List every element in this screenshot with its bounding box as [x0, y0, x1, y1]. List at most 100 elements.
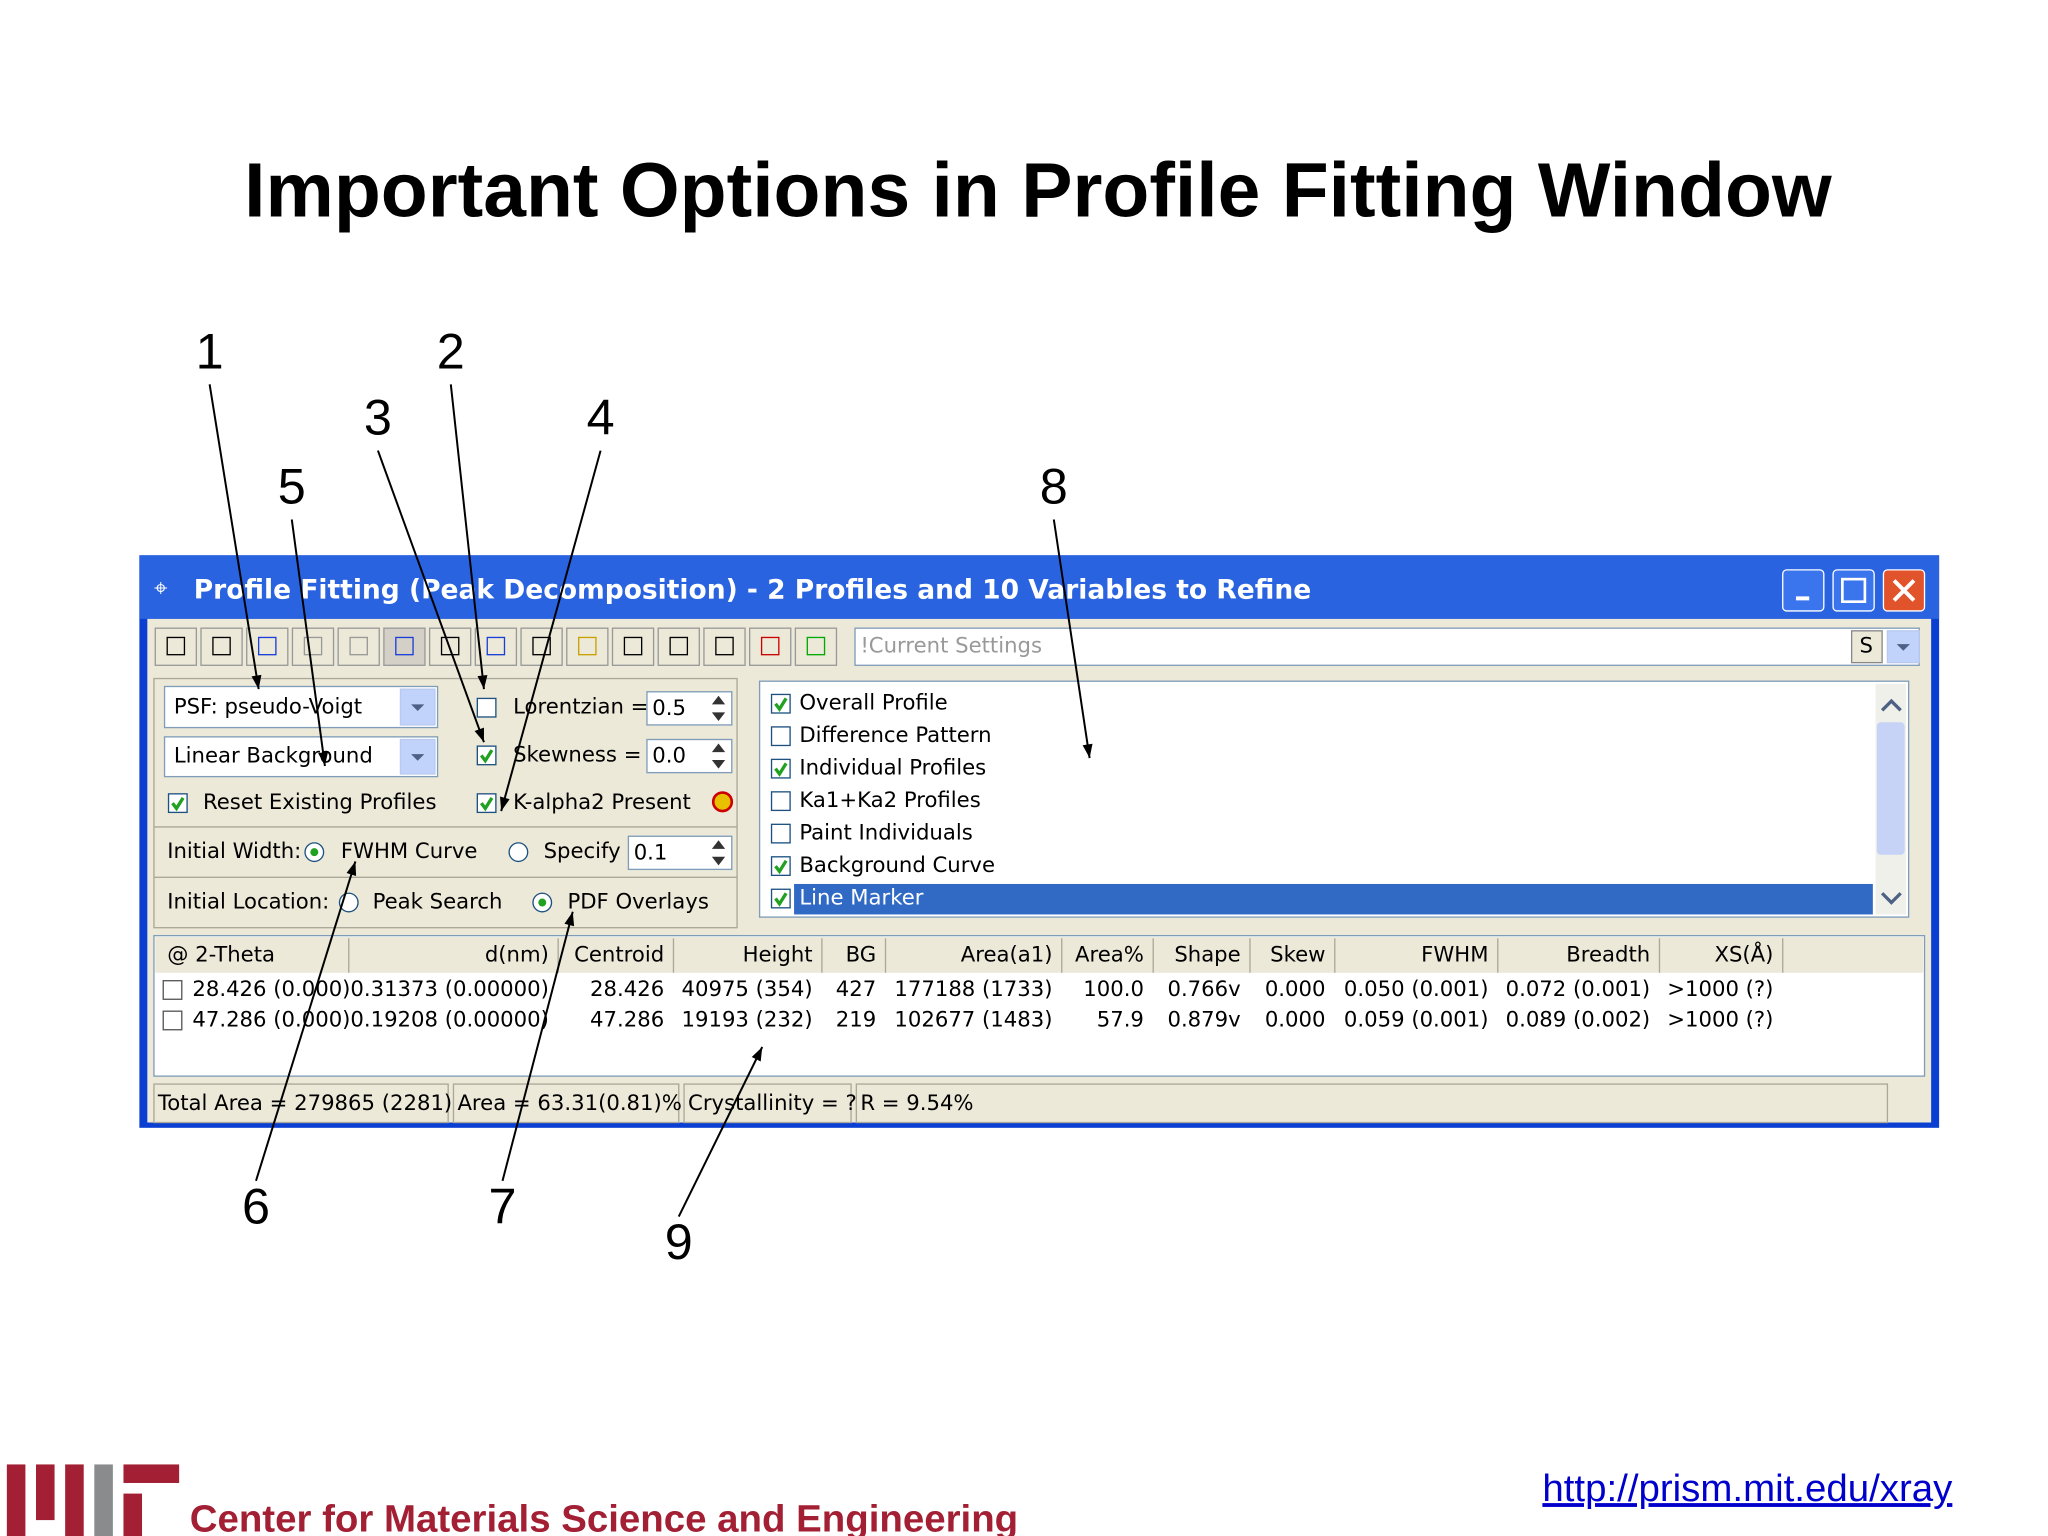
display-option[interactable]: Overall Profile: [799, 690, 947, 715]
callout-arrow: [376, 450, 485, 743]
row-checkbox[interactable]: [162, 980, 183, 1000]
radio[interactable]: [508, 842, 529, 863]
toolbar-icon: [440, 636, 460, 656]
checkbox[interactable]: [770, 823, 791, 844]
toolbar-button[interactable]: [703, 627, 746, 666]
cell: 0.072 (0.001): [1506, 976, 1651, 1001]
scroll-up[interactable]: [1880, 698, 1902, 712]
column-header[interactable]: Area%: [1075, 942, 1144, 967]
column-header[interactable]: Breadth: [1566, 942, 1650, 967]
arrow-head: [474, 727, 484, 743]
callout-arrow: [677, 1046, 764, 1218]
window-icon: ⌖: [154, 574, 168, 602]
column-header[interactable]: d(nm): [485, 942, 549, 967]
status-panel: [683, 1083, 852, 1124]
toolbar-button[interactable]: [566, 627, 609, 666]
background-combo[interactable]: [163, 736, 439, 778]
cell: 0.059 (0.001): [1344, 1006, 1489, 1031]
checkbox[interactable]: [770, 758, 791, 779]
toolbar-icon: [257, 636, 277, 656]
dropdown-button[interactable]: [399, 738, 436, 775]
checkbox[interactable]: [476, 793, 497, 814]
scroll-down[interactable]: [1880, 892, 1902, 905]
column-header[interactable]: Shape: [1174, 942, 1240, 967]
toolbar-icon: [212, 636, 231, 656]
width-option: FWHM Curve: [341, 838, 478, 863]
column-header[interactable]: Centroid: [574, 942, 664, 967]
url-link[interactable]: http://prism.mit.edu/xray: [1542, 1467, 1953, 1510]
column-header[interactable]: BG: [846, 942, 877, 967]
toolbar-button[interactable]: [520, 627, 563, 666]
logo-bar: [123, 1464, 180, 1483]
display-option[interactable]: Ka1+Ka2 Profiles: [799, 787, 980, 812]
dropdown-button[interactable]: [1886, 630, 1920, 664]
checkbox[interactable]: [770, 726, 791, 747]
radio-dot: [538, 898, 547, 907]
width-option: Specify: [544, 838, 621, 863]
toolbar-button[interactable]: [474, 627, 518, 666]
callout-number: 8: [1040, 458, 1068, 515]
column-header[interactable]: @ 2-Theta: [167, 942, 275, 967]
s-button[interactable]: [1850, 630, 1883, 664]
toolbar-button[interactable]: [657, 627, 700, 666]
column-header[interactable]: FWHM: [1421, 942, 1488, 967]
title-bar: [139, 555, 1940, 619]
arrow-head: [564, 911, 575, 927]
arrow-head: [477, 674, 488, 690]
minimize-button[interactable]: [1782, 569, 1825, 612]
cell: 219: [836, 1006, 876, 1031]
kalpha2-icon[interactable]: [711, 791, 734, 813]
cell: 0.000: [1265, 976, 1326, 1001]
check-mark: [774, 697, 788, 712]
arrow-head: [318, 751, 329, 767]
column-header[interactable]: Skew: [1270, 942, 1325, 967]
spin-arrows[interactable]: [711, 695, 726, 721]
spin-arrows[interactable]: [711, 840, 726, 866]
column-header[interactable]: Area(a1): [961, 942, 1053, 967]
cell: 177188 (1733): [894, 976, 1052, 1001]
status-text: Crystallinity = ?: [688, 1090, 857, 1115]
radio-dot: [310, 848, 319, 857]
scroll-thumb[interactable]: [1876, 722, 1905, 855]
display-option[interactable]: Individual Profiles: [799, 755, 986, 780]
toolbar-icon: [532, 636, 551, 656]
toolbar-button[interactable]: [337, 627, 380, 666]
toolbar-button[interactable]: [154, 627, 198, 666]
logo-bar: [6, 1464, 26, 1536]
display-option[interactable]: Difference Pattern: [799, 722, 991, 747]
toolbar-button[interactable]: [246, 627, 289, 666]
column-header[interactable]: Height: [743, 942, 813, 967]
checkbox[interactable]: [476, 697, 497, 718]
cell: 102677 (1483): [894, 1006, 1052, 1031]
toolbar-icon: [806, 636, 826, 656]
display-option[interactable]: Line Marker: [799, 885, 923, 910]
toolbar-button[interactable]: [611, 627, 655, 666]
mit-logo: [6, 1464, 180, 1536]
toolbar-icon: [303, 636, 323, 656]
toolbar-button[interactable]: [200, 627, 243, 666]
maximize-button[interactable]: [1832, 569, 1875, 612]
display-option[interactable]: Paint Individuals: [799, 820, 972, 845]
toolbar-button[interactable]: [291, 627, 335, 666]
checkbox[interactable]: [167, 793, 188, 814]
toolbar-button[interactable]: [794, 627, 838, 666]
toolbar-button[interactable]: [383, 627, 426, 666]
width-spin[interactable]: [627, 835, 733, 871]
toolbar-icon: [578, 636, 597, 656]
checkbox[interactable]: [770, 856, 791, 877]
checkbox[interactable]: [770, 693, 791, 714]
spin-arrows[interactable]: [711, 743, 726, 769]
checkbox[interactable]: [770, 888, 791, 909]
column-header[interactable]: XS(Å): [1714, 941, 1773, 967]
settings-text: !Current Settings: [860, 633, 1042, 658]
check-mark: [774, 859, 788, 875]
cell: 28.426: [590, 976, 664, 1001]
display-option[interactable]: Background Curve: [799, 852, 995, 877]
callout-arrow: [501, 911, 574, 1182]
checkbox[interactable]: [476, 745, 497, 766]
row-checkbox[interactable]: [162, 1010, 183, 1031]
checkbox[interactable]: [770, 791, 791, 812]
toolbar-button[interactable]: [749, 627, 792, 666]
psf-combo[interactable]: [163, 685, 439, 729]
callout-number: 5: [278, 458, 306, 515]
